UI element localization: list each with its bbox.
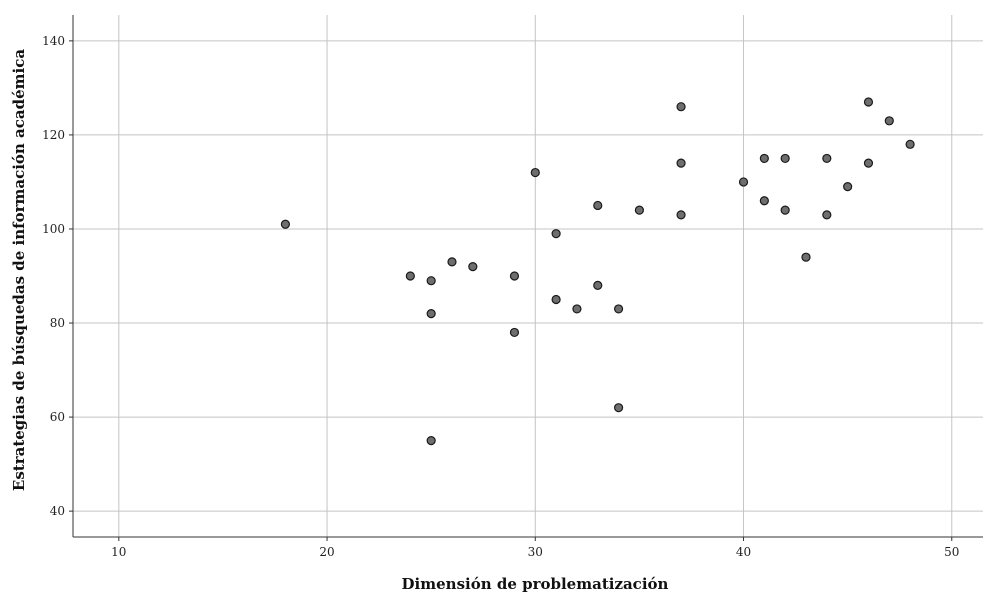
data-point-11 [551, 294, 561, 305]
y-tick-label-40: 40 [50, 504, 65, 518]
x-tick-label-30: 30 [528, 545, 543, 559]
data-point-14 [593, 280, 603, 291]
data-point-31 [863, 158, 874, 168]
data-point-22 [759, 153, 769, 164]
data-point-29 [843, 182, 853, 192]
data-point-17 [634, 205, 645, 215]
data-point-15 [613, 304, 624, 314]
data-point-27 [822, 153, 832, 164]
y-tick-label-80: 80 [50, 316, 65, 330]
x-tick-label-10: 10 [111, 545, 126, 559]
y-tick-label-60: 60 [50, 410, 65, 424]
data-point-20 [676, 210, 686, 220]
data-points [280, 97, 915, 446]
data-point-13 [593, 200, 603, 211]
data-point-30 [863, 97, 874, 107]
data-point-8 [509, 327, 520, 338]
data-point-23 [759, 196, 769, 206]
y-axis-label: Estrategias de búsquedas de información … [10, 49, 28, 491]
y-tick-label-100: 100 [42, 222, 65, 236]
data-point-24 [780, 153, 790, 164]
data-point-26 [801, 252, 811, 262]
data-point-3 [426, 309, 436, 319]
data-point-21 [738, 177, 749, 187]
data-point-9 [530, 167, 540, 178]
data-point-32 [884, 116, 894, 126]
data-point-18 [676, 102, 686, 112]
data-point-19 [676, 158, 686, 168]
grid-lines [73, 15, 983, 537]
data-point-16 [613, 403, 624, 413]
x-tick-label-50: 50 [944, 545, 959, 559]
data-point-28 [822, 210, 832, 220]
data-point-10 [551, 229, 561, 239]
x-axis-label: Dimensión de problematización [402, 575, 669, 593]
axes [69, 15, 983, 541]
data-point-5 [447, 257, 457, 267]
data-point-12 [572, 304, 582, 314]
data-point-7 [509, 271, 520, 281]
data-point-1 [405, 271, 415, 281]
y-tick-label-120: 120 [42, 128, 65, 142]
tick-labels: 10 20 30 40 50 40 60 80 100 120 140 [42, 34, 959, 559]
data-point-4 [426, 435, 436, 446]
data-point-33 [905, 139, 915, 149]
data-point-6 [468, 261, 478, 272]
x-tick-label-20: 20 [319, 545, 334, 559]
y-tick-label-140: 140 [42, 34, 65, 48]
data-point-2 [426, 276, 436, 286]
data-point-25 [780, 205, 790, 215]
data-point-0 [280, 219, 291, 229]
x-tick-label-40: 40 [736, 545, 751, 559]
